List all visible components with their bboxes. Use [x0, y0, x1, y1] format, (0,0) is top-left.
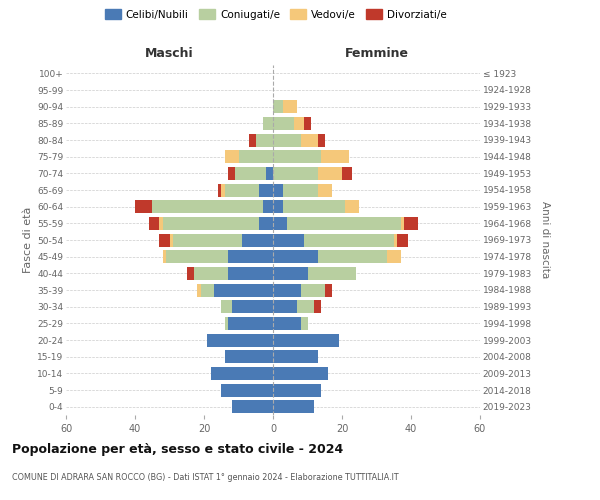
- Bar: [200, 284, 214, 296]
- Bar: [224, 150, 239, 163]
- Bar: [273, 117, 294, 130]
- Bar: [197, 284, 200, 296]
- Bar: [342, 167, 352, 180]
- Bar: [287, 217, 401, 230]
- Bar: [273, 367, 328, 380]
- Bar: [394, 234, 397, 246]
- Bar: [318, 184, 332, 196]
- Bar: [273, 267, 308, 280]
- Bar: [297, 300, 314, 313]
- Bar: [266, 167, 273, 180]
- Bar: [397, 234, 407, 246]
- Bar: [318, 134, 325, 146]
- Bar: [159, 234, 170, 246]
- Bar: [318, 167, 342, 180]
- Bar: [273, 234, 304, 246]
- Bar: [294, 117, 304, 130]
- Bar: [283, 184, 318, 196]
- Text: Popolazione per età, sesso e stato civile - 2024: Popolazione per età, sesso e stato civil…: [12, 442, 343, 456]
- Bar: [318, 250, 387, 263]
- Bar: [263, 117, 273, 130]
- Bar: [301, 134, 318, 146]
- Bar: [263, 200, 273, 213]
- Bar: [170, 234, 173, 246]
- Bar: [322, 150, 349, 163]
- Bar: [221, 300, 232, 313]
- Bar: [314, 300, 322, 313]
- Bar: [301, 284, 325, 296]
- Bar: [283, 200, 346, 213]
- Bar: [259, 217, 273, 230]
- Bar: [404, 217, 418, 230]
- Text: COMUNE DI ADRARA SAN ROCCO (BG) - Dati ISTAT 1° gennaio 2024 - Elaborazione TUTT: COMUNE DI ADRARA SAN ROCCO (BG) - Dati I…: [12, 472, 398, 482]
- Bar: [166, 250, 228, 263]
- Bar: [214, 284, 273, 296]
- Bar: [173, 234, 242, 246]
- Bar: [221, 184, 225, 196]
- Bar: [159, 217, 163, 230]
- Bar: [221, 384, 273, 396]
- Bar: [273, 134, 301, 146]
- Bar: [304, 234, 394, 246]
- Bar: [228, 250, 273, 263]
- Bar: [273, 284, 301, 296]
- Bar: [283, 100, 297, 113]
- Bar: [211, 367, 273, 380]
- Bar: [242, 234, 273, 246]
- Bar: [149, 217, 159, 230]
- Bar: [273, 100, 283, 113]
- Bar: [228, 167, 235, 180]
- Bar: [301, 317, 308, 330]
- Text: Maschi: Maschi: [145, 47, 194, 60]
- Bar: [273, 167, 318, 180]
- Bar: [273, 300, 297, 313]
- Bar: [308, 267, 356, 280]
- Bar: [225, 317, 228, 330]
- Bar: [163, 250, 166, 263]
- Bar: [239, 150, 273, 163]
- Bar: [273, 400, 314, 413]
- Bar: [273, 200, 283, 213]
- Bar: [187, 267, 194, 280]
- Text: Femmine: Femmine: [344, 47, 409, 60]
- Bar: [228, 317, 273, 330]
- Bar: [163, 217, 259, 230]
- Bar: [304, 117, 311, 130]
- Bar: [208, 334, 273, 346]
- Bar: [346, 200, 359, 213]
- Bar: [273, 150, 322, 163]
- Bar: [401, 217, 404, 230]
- Bar: [273, 317, 301, 330]
- Bar: [152, 200, 263, 213]
- Bar: [325, 284, 332, 296]
- Bar: [273, 350, 318, 363]
- Bar: [194, 267, 228, 280]
- Bar: [259, 184, 273, 196]
- Bar: [387, 250, 401, 263]
- Bar: [256, 134, 273, 146]
- Bar: [273, 217, 287, 230]
- Bar: [135, 200, 152, 213]
- Bar: [228, 267, 273, 280]
- Y-axis label: Anni di nascita: Anni di nascita: [540, 202, 550, 278]
- Bar: [273, 334, 338, 346]
- Bar: [218, 184, 221, 196]
- Y-axis label: Fasce di età: Fasce di età: [23, 207, 33, 273]
- Bar: [225, 350, 273, 363]
- Bar: [273, 250, 318, 263]
- Bar: [273, 184, 283, 196]
- Bar: [232, 400, 273, 413]
- Bar: [273, 384, 322, 396]
- Bar: [224, 184, 259, 196]
- Legend: Celibi/Nubili, Coniugati/e, Vedovi/e, Divorziati/e: Celibi/Nubili, Coniugati/e, Vedovi/e, Di…: [101, 5, 451, 24]
- Bar: [249, 134, 256, 146]
- Bar: [232, 300, 273, 313]
- Bar: [235, 167, 266, 180]
